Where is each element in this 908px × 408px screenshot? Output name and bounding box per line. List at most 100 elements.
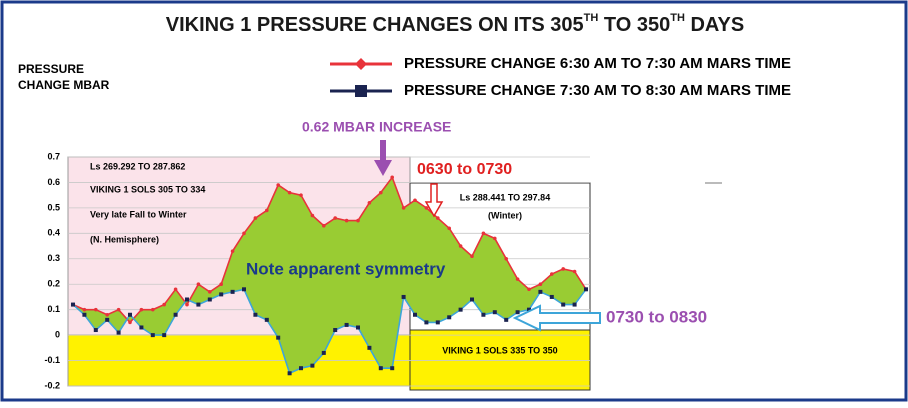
chart-title: VIKING 1 PRESSURE CHANGES ON ITS 305TH T… (166, 12, 744, 36)
point (287, 371, 292, 376)
point (333, 216, 338, 220)
point (162, 333, 167, 338)
point (493, 236, 497, 241)
point (196, 302, 201, 307)
point (93, 328, 98, 333)
title-part: VIKING 1 PRESSURE CHANGES ON ITS 305 (166, 14, 584, 36)
panel-text: Very late Fall to Winter (90, 209, 187, 219)
legend-marker (355, 85, 367, 97)
legend-label: PRESSURE CHANGE 7:30 AM TO 8:30 AM MARS … (404, 82, 791, 99)
point (458, 307, 463, 312)
series-line (72, 288, 587, 375)
point (424, 320, 429, 325)
y-label: PRESSURE (18, 62, 84, 76)
arrow (424, 183, 444, 218)
point (436, 216, 440, 220)
panel-text: VIKING 1 SOLS 335 TO 350 (442, 345, 557, 355)
point (105, 317, 110, 322)
point (549, 294, 554, 299)
point (367, 345, 372, 350)
point (253, 312, 258, 317)
point (185, 297, 189, 302)
point (230, 249, 235, 253)
point (264, 317, 269, 322)
point (82, 312, 87, 317)
point (287, 190, 292, 195)
point (447, 226, 452, 231)
point (299, 193, 303, 197)
y-tick-label: 0.6 (47, 177, 60, 187)
point (584, 287, 588, 292)
point (435, 320, 440, 325)
point (82, 307, 87, 312)
title-sup: TH (584, 12, 599, 24)
point (196, 282, 201, 287)
right-box (440, 185, 570, 225)
point (458, 244, 463, 248)
point (572, 302, 577, 307)
annotation: 0630 to 0730 (417, 161, 512, 178)
point (390, 366, 395, 371)
point (207, 297, 212, 302)
point (527, 307, 531, 312)
right-panel-below (409, 329, 591, 391)
point (128, 320, 132, 325)
point (515, 310, 520, 315)
point (561, 267, 565, 271)
y-tick-label: -0.2 (44, 380, 60, 390)
point (162, 302, 166, 307)
point (71, 302, 75, 307)
point (344, 218, 349, 223)
point (470, 254, 474, 259)
point (116, 330, 121, 335)
point (230, 289, 235, 294)
point (401, 294, 406, 299)
point (139, 325, 144, 330)
y-tick-label: 0.4 (47, 228, 60, 238)
point (322, 223, 326, 228)
panel-text: Ls 288.441 TO 297.84 (460, 192, 550, 202)
point (116, 307, 121, 312)
point (538, 289, 543, 294)
point (299, 366, 303, 371)
point (208, 290, 212, 294)
point (94, 307, 98, 312)
point (310, 213, 315, 218)
point (401, 206, 406, 210)
point (219, 282, 223, 287)
point (321, 350, 326, 355)
point (492, 310, 497, 315)
point (105, 312, 109, 317)
point (504, 256, 509, 261)
legend-marker (355, 58, 367, 70)
point (128, 312, 132, 317)
point (242, 287, 246, 292)
annotation: 0730 to 0830 (606, 307, 707, 326)
y-tick-label: 0.2 (47, 279, 60, 289)
y-tick-label: -0.1 (44, 355, 60, 365)
point (310, 363, 315, 368)
panel-text: VIKING 1 SOLS 305 TO 334 (90, 184, 205, 194)
point (504, 317, 509, 322)
point (572, 269, 577, 274)
point (150, 333, 155, 338)
point (413, 312, 417, 317)
point (219, 292, 224, 297)
point (253, 216, 258, 220)
point (424, 206, 429, 210)
point (276, 335, 281, 340)
point (447, 315, 452, 320)
point (390, 175, 395, 180)
point (276, 183, 281, 187)
y-tick-label: 0.1 (47, 304, 60, 314)
point (538, 282, 543, 287)
point (356, 218, 360, 223)
point (561, 302, 566, 307)
point (151, 307, 155, 312)
point (173, 312, 178, 317)
point (242, 231, 246, 236)
arrow (512, 304, 601, 332)
point (550, 272, 554, 276)
point (139, 307, 144, 312)
